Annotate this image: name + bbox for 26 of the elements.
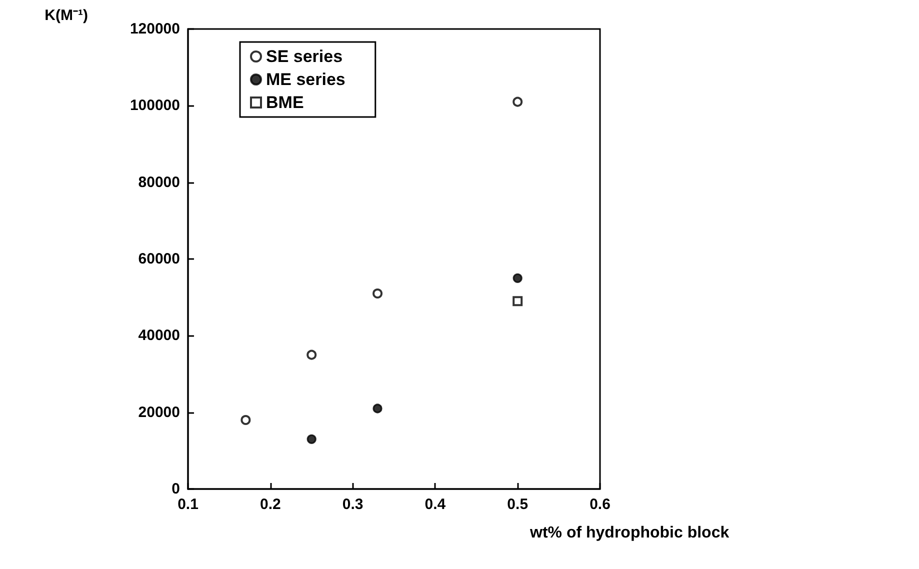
y-tick-label: 60000 [138, 250, 180, 268]
x-tick-label: 0.1 [178, 496, 198, 513]
point [512, 96, 523, 107]
y-tick-label: 120000 [130, 20, 180, 38]
y-axis-title: K(M⁻¹) [44, 7, 88, 24]
y-tick-label: 100000 [130, 97, 180, 114]
point [372, 288, 383, 298]
point [306, 350, 317, 360]
x-tick-label: 0.5 [507, 496, 528, 513]
x-tick-label: 0.4 [424, 496, 446, 513]
y-tick-label: 0 [172, 480, 180, 498]
legend-label: SE series [266, 47, 343, 66]
x-tick-label: 0.6 [590, 496, 610, 513]
legend-label: BME [266, 93, 304, 112]
x-tick-label: 0.2 [260, 496, 281, 513]
legend-label: ME series [266, 70, 346, 89]
y-tick-label: 20000 [138, 404, 180, 421]
y-tick-label: 40000 [138, 327, 180, 344]
point [306, 434, 316, 444]
x-tick-label: 0.3 [342, 496, 364, 513]
point [512, 296, 523, 306]
point [372, 404, 382, 414]
point [512, 273, 522, 283]
y-tick-label: 80000 [138, 174, 180, 191]
x-axis-title: wt% of hydrophobic block [529, 524, 730, 542]
point [240, 415, 251, 425]
